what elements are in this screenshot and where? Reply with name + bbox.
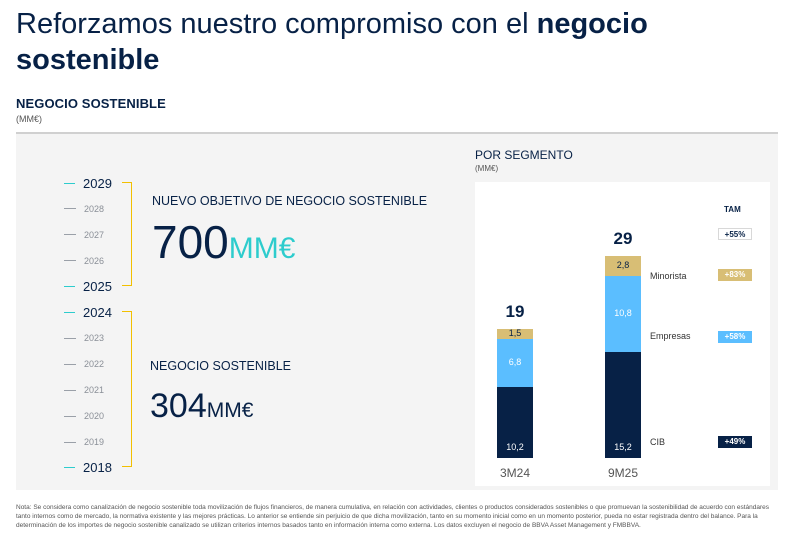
timeline-year-label: 2028 — [84, 203, 105, 214]
timeline-year-label: 2019 — [84, 437, 105, 447]
timeline-tick — [64, 286, 75, 288]
segment-label-cib: CIB — [650, 437, 666, 447]
history-bracket — [122, 311, 132, 467]
timeline-tick — [64, 234, 76, 236]
total-tam-badge: +55% — [718, 228, 752, 240]
timeline-year-label: 2021 — [84, 385, 105, 396]
timeline-year-2029: 2029 — [64, 175, 112, 191]
timeline-tick — [64, 441, 76, 443]
tam-badge-cib: +49% — [718, 436, 752, 448]
timeline-tick — [64, 312, 75, 313]
tam-badge-minorista: +83% — [718, 269, 752, 281]
timeline-year-2021: 2021 — [64, 383, 104, 397]
timeline-tick — [64, 208, 76, 210]
timeline-year-2027: 2027 — [64, 228, 104, 242]
tam-header: TAM — [724, 205, 741, 214]
timeline-year-label: 2018 — [83, 460, 112, 476]
new-target-label: NUEVO OBJETIVO DE NEGOCIO SOSTENIBLE — [152, 194, 428, 208]
segment-label-empresas: Empresas — [650, 331, 691, 341]
bar-cib-9m25: 15,2 — [605, 351, 641, 458]
sustainable-business-label: NEGOCIO SOSTENIBLE — [150, 359, 292, 373]
timeline-year-2023: 2023 — [64, 331, 104, 345]
timeline-tick — [64, 389, 76, 391]
bar-minorista-9m25: 2,8 — [605, 256, 641, 276]
timeline-year-2022: 2022 — [64, 357, 104, 371]
timeline-year-2020: 2020 — [64, 409, 104, 423]
timeline-year-label: 2025 — [83, 279, 112, 295]
timeline-year-2028: 2028 — [64, 202, 104, 216]
page-title: Reforzamos nuestro compromiso con el neg… — [16, 8, 648, 76]
bar-empresas-3m24: 6,8 — [497, 339, 533, 387]
timeline-year-label: 2022 — [84, 359, 105, 370]
footnote: Nota: Se considera como canalización de … — [16, 504, 770, 529]
timeline-year-2026: 2026 — [64, 254, 104, 268]
timeline-year-label: 2023 — [84, 333, 105, 344]
bar-total-3m24: 19 — [505, 301, 525, 321]
bar-value-label: 15,2 — [614, 441, 632, 452]
bar-empresas-9m25: 10,8 — [605, 276, 641, 352]
timeline-year-2019: 2019 — [64, 435, 104, 449]
bar-total-9m25: 29 — [613, 229, 633, 249]
timeline-year-label: 2029 — [83, 175, 112, 191]
x-axis-label-3m24: 3M24 — [499, 466, 531, 480]
section-subtitle: NEGOCIO SOSTENIBLE — [16, 96, 166, 111]
timeline-tick — [64, 363, 76, 365]
chart-title: POR SEGMENTO — [475, 148, 573, 162]
timeline-tick — [64, 415, 76, 417]
target-bracket — [122, 182, 132, 286]
x-axis-label-9m25: 9M25 — [607, 466, 639, 480]
bar-value-label: 6,8 — [508, 356, 522, 367]
bar-value-label: 10,8 — [614, 307, 632, 318]
timeline-tick — [64, 260, 76, 262]
bar-value-label: 1,5 — [508, 327, 522, 338]
timeline-tick — [64, 467, 75, 469]
bar-cib-3m24: 10,2 — [497, 386, 533, 458]
timeline-year-2025: 2025 — [64, 279, 112, 295]
timeline-year-label: 2024 — [83, 305, 112, 320]
new-target-value: 700MM€ — [152, 216, 296, 268]
segment-label-minorista: Minorista — [650, 271, 687, 281]
tam-badge-empresas: +58% — [718, 331, 752, 343]
bar-value-label: 2,8 — [616, 260, 630, 271]
timeline-tick — [64, 337, 76, 339]
timeline-year-2024: 2024 — [64, 305, 112, 320]
timeline-year-label: 2027 — [84, 229, 105, 240]
section-unit: (MM€) — [16, 114, 42, 124]
sustainable-business-value: 304MM€ — [150, 387, 254, 425]
timeline-year-label: 2026 — [84, 255, 105, 266]
timeline-year-label: 2020 — [84, 411, 105, 422]
chart-unit: (MM€) — [475, 164, 499, 173]
timeline-tick — [64, 182, 75, 184]
bar-value-label: 10,2 — [506, 441, 524, 452]
bar-minorista-3m24: 1,5 — [497, 327, 533, 339]
timeline-year-2018: 2018 — [64, 460, 112, 476]
